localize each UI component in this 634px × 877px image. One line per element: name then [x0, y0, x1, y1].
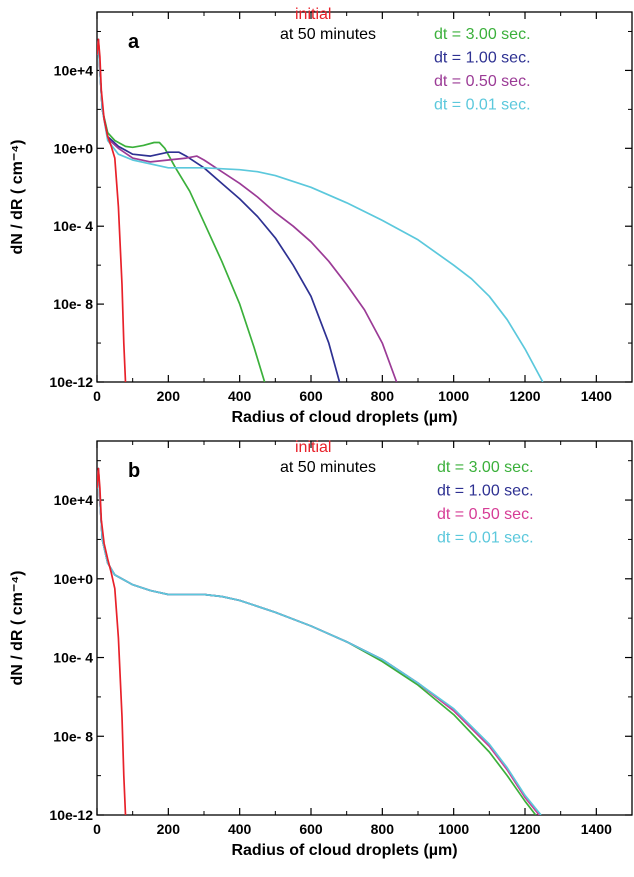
annotation-initial: initial	[295, 439, 331, 456]
y-tick-label: 10e- 8	[53, 296, 93, 312]
y-tick-label: 10e-12	[49, 807, 93, 823]
legend-entry: dt = 0.01 sec.	[437, 530, 534, 547]
legend-entry: dt = 0.50 sec.	[434, 73, 531, 90]
x-tick-label: 400	[228, 821, 252, 837]
x-tick-label: 1400	[581, 388, 612, 404]
x-tick-label: 200	[157, 821, 181, 837]
chart-panel-a: 0 200 400 600 800 1000 1200 1400 10e-12 10e- 8 10e…	[9, 6, 633, 426]
x-tick-label: 1400	[581, 821, 612, 837]
panel-letter: a	[128, 31, 140, 53]
x-tick-label: 800	[371, 821, 395, 837]
series-line-0	[97, 467, 127, 815]
y-tick-label: 10e- 8	[53, 728, 93, 744]
y-tick-label: 10e- 4	[53, 218, 93, 234]
plot-frame	[96, 440, 633, 816]
x-tick-label: 1200	[509, 388, 540, 404]
x-tick-label: 200	[157, 388, 181, 404]
y-tick-label: 10e+4	[54, 492, 94, 508]
y-axis-title: dN / dR ( cm⁻⁴)	[9, 570, 26, 685]
y-tick-label: 10e+0	[54, 571, 94, 587]
legend-entry: dt = 3.00 sec.	[437, 459, 534, 476]
legend-entry: dt = 1.00 sec.	[437, 483, 534, 500]
x-tick-label: 600	[299, 821, 323, 837]
annotation-initial: initial	[295, 6, 331, 23]
legend-entry: dt = 1.00 sec.	[434, 50, 531, 67]
x-tick-label: 0	[93, 388, 101, 404]
legend-entry: dt = 0.50 sec.	[437, 506, 534, 523]
legend-entry: dt = 3.00 sec.	[434, 26, 531, 43]
annotation-at-50-minutes: at 50 minutes	[280, 26, 376, 43]
y-tick-label: 10e- 4	[53, 650, 93, 666]
x-axis-title: Radius of cloud droplets (µm)	[231, 842, 457, 859]
panel-letter: b	[128, 460, 140, 482]
y-axis-title: dN / dR ( cm⁻⁴)	[9, 139, 26, 254]
x-axis-title: Radius of cloud droplets (µm)	[231, 409, 457, 426]
plot-frame	[96, 11, 633, 383]
annotation-at-50-minutes: at 50 minutes	[280, 459, 376, 476]
x-tick-label: 0	[93, 821, 101, 837]
x-tick-label: 1000	[438, 388, 469, 404]
y-tick-label: 10e+4	[54, 62, 94, 78]
series-line-4	[97, 467, 542, 815]
chart-panel-b: 0 200 400 600 800 1000 1200 1400 10e-12 10e- 8 10e…	[9, 439, 633, 859]
series-line-0	[97, 38, 127, 382]
x-tick-label: 600	[299, 388, 323, 404]
y-tick-label: 10e+0	[54, 140, 94, 156]
legend-entry: dt = 0.01 sec.	[434, 97, 531, 114]
x-tick-label: 400	[228, 388, 252, 404]
x-tick-label: 1200	[509, 821, 540, 837]
x-tick-label: 800	[371, 388, 395, 404]
x-tick-label: 1000	[438, 821, 469, 837]
y-tick-label: 10e-12	[49, 374, 93, 390]
